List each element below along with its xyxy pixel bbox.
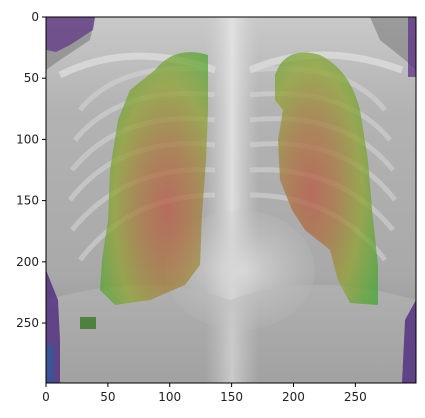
x-tick-label: 0 (42, 390, 50, 404)
purple-corner-top-left (46, 17, 95, 52)
small-heatmap-patch (80, 317, 96, 329)
y-tick-label: 50 (24, 71, 39, 85)
purple-edge-top-right (408, 17, 416, 77)
axes-frame (45, 16, 417, 384)
x-tick-label: 50 (100, 390, 115, 404)
y-tick-label: 200 (16, 255, 39, 269)
right-lung-heatmap (275, 52, 378, 305)
y-tick-label: 100 (16, 132, 39, 146)
xray-image (46, 17, 416, 383)
y-tick-label: 0 (31, 10, 39, 24)
x-axis: 0 50 100 150 200 250 (42, 383, 367, 404)
purple-edge-bottom-right (402, 300, 416, 383)
x-tick-label: 150 (220, 390, 243, 404)
x-tick-label: 100 (158, 390, 181, 404)
y-tick-label: 150 (16, 194, 39, 208)
x-tick-label: 200 (282, 390, 305, 404)
y-tick-label: 250 (16, 316, 39, 330)
x-tick-label: 250 (344, 390, 367, 404)
left-lung-heatmap (100, 52, 208, 306)
y-axis: 0 50 100 150 200 250 (16, 10, 46, 330)
